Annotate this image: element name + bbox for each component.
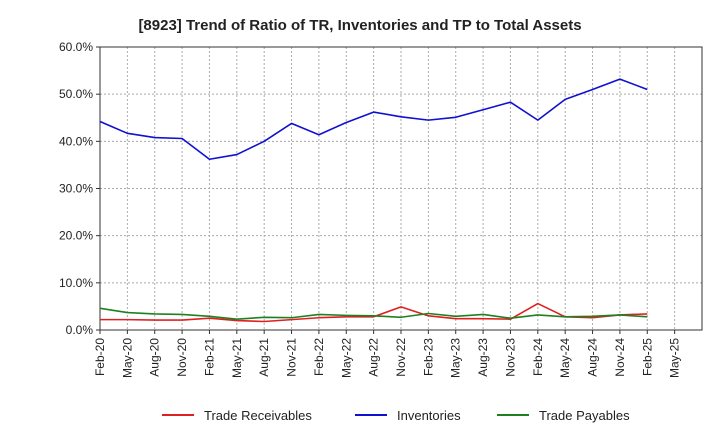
- x-tick-label: Feb-24: [531, 338, 545, 376]
- x-tick-label: Aug-21: [257, 338, 271, 377]
- y-tick-label: 10.0%: [59, 276, 93, 290]
- chart-title: [8923] Trend of Ratio of TR, Inventories…: [138, 17, 581, 34]
- legend: Trade Receivables Inventories Trade Payabl…: [162, 408, 630, 423]
- series-line-trade-receivables: [100, 302, 648, 323]
- x-tick-label: May-22: [339, 338, 353, 378]
- legend-label: Trade Receivables: [204, 408, 312, 423]
- x-tick-label: Aug-22: [367, 338, 381, 377]
- x-tick-label: Feb-22: [312, 338, 326, 376]
- y-tick-label: 20.0%: [59, 229, 93, 243]
- x-tick-label: Nov-20: [175, 338, 189, 377]
- series-line-inventories: [99, 78, 648, 161]
- legend-label: Inventories: [397, 408, 461, 423]
- x-tick-label: May-23: [449, 338, 463, 378]
- x-tick-label: May-25: [668, 338, 682, 378]
- y-tick-label: 50.0%: [59, 87, 93, 101]
- axes: 0.0% 10.0% 20.0% 30.0% 40.0% 50.0% 60.0% Feb-20…: [59, 40, 703, 378]
- y-tick-label: 30.0%: [59, 182, 93, 196]
- x-tick-label: Nov-21: [285, 338, 299, 377]
- x-tick-label: Nov-22: [394, 338, 408, 377]
- x-tick-label: Feb-20: [93, 338, 107, 376]
- x-tick-label: Feb-23: [421, 338, 435, 376]
- x-tick-label: Nov-24: [613, 338, 627, 377]
- y-tick-label: 0.0%: [66, 323, 94, 337]
- x-tick-label: Aug-23: [476, 338, 490, 377]
- x-tick-label: May-24: [558, 338, 572, 378]
- x-tick-label: Aug-20: [148, 338, 162, 377]
- x-tick-label: May-21: [230, 338, 244, 378]
- grid-lines: [100, 46, 702, 330]
- series-lines: [99, 78, 648, 323]
- series-line-trade-payables: [99, 307, 648, 320]
- x-tick-label: Feb-21: [202, 338, 216, 376]
- x-tick-label: Feb-25: [640, 338, 654, 376]
- legend-label: Trade Payables: [539, 408, 630, 423]
- x-tick-label: May-20: [120, 338, 134, 378]
- y-tick-label: 40.0%: [59, 134, 93, 148]
- x-tick-label: Aug-24: [586, 338, 600, 377]
- x-tick-label: Nov-23: [503, 338, 517, 377]
- y-tick-label: 60.0%: [59, 40, 93, 54]
